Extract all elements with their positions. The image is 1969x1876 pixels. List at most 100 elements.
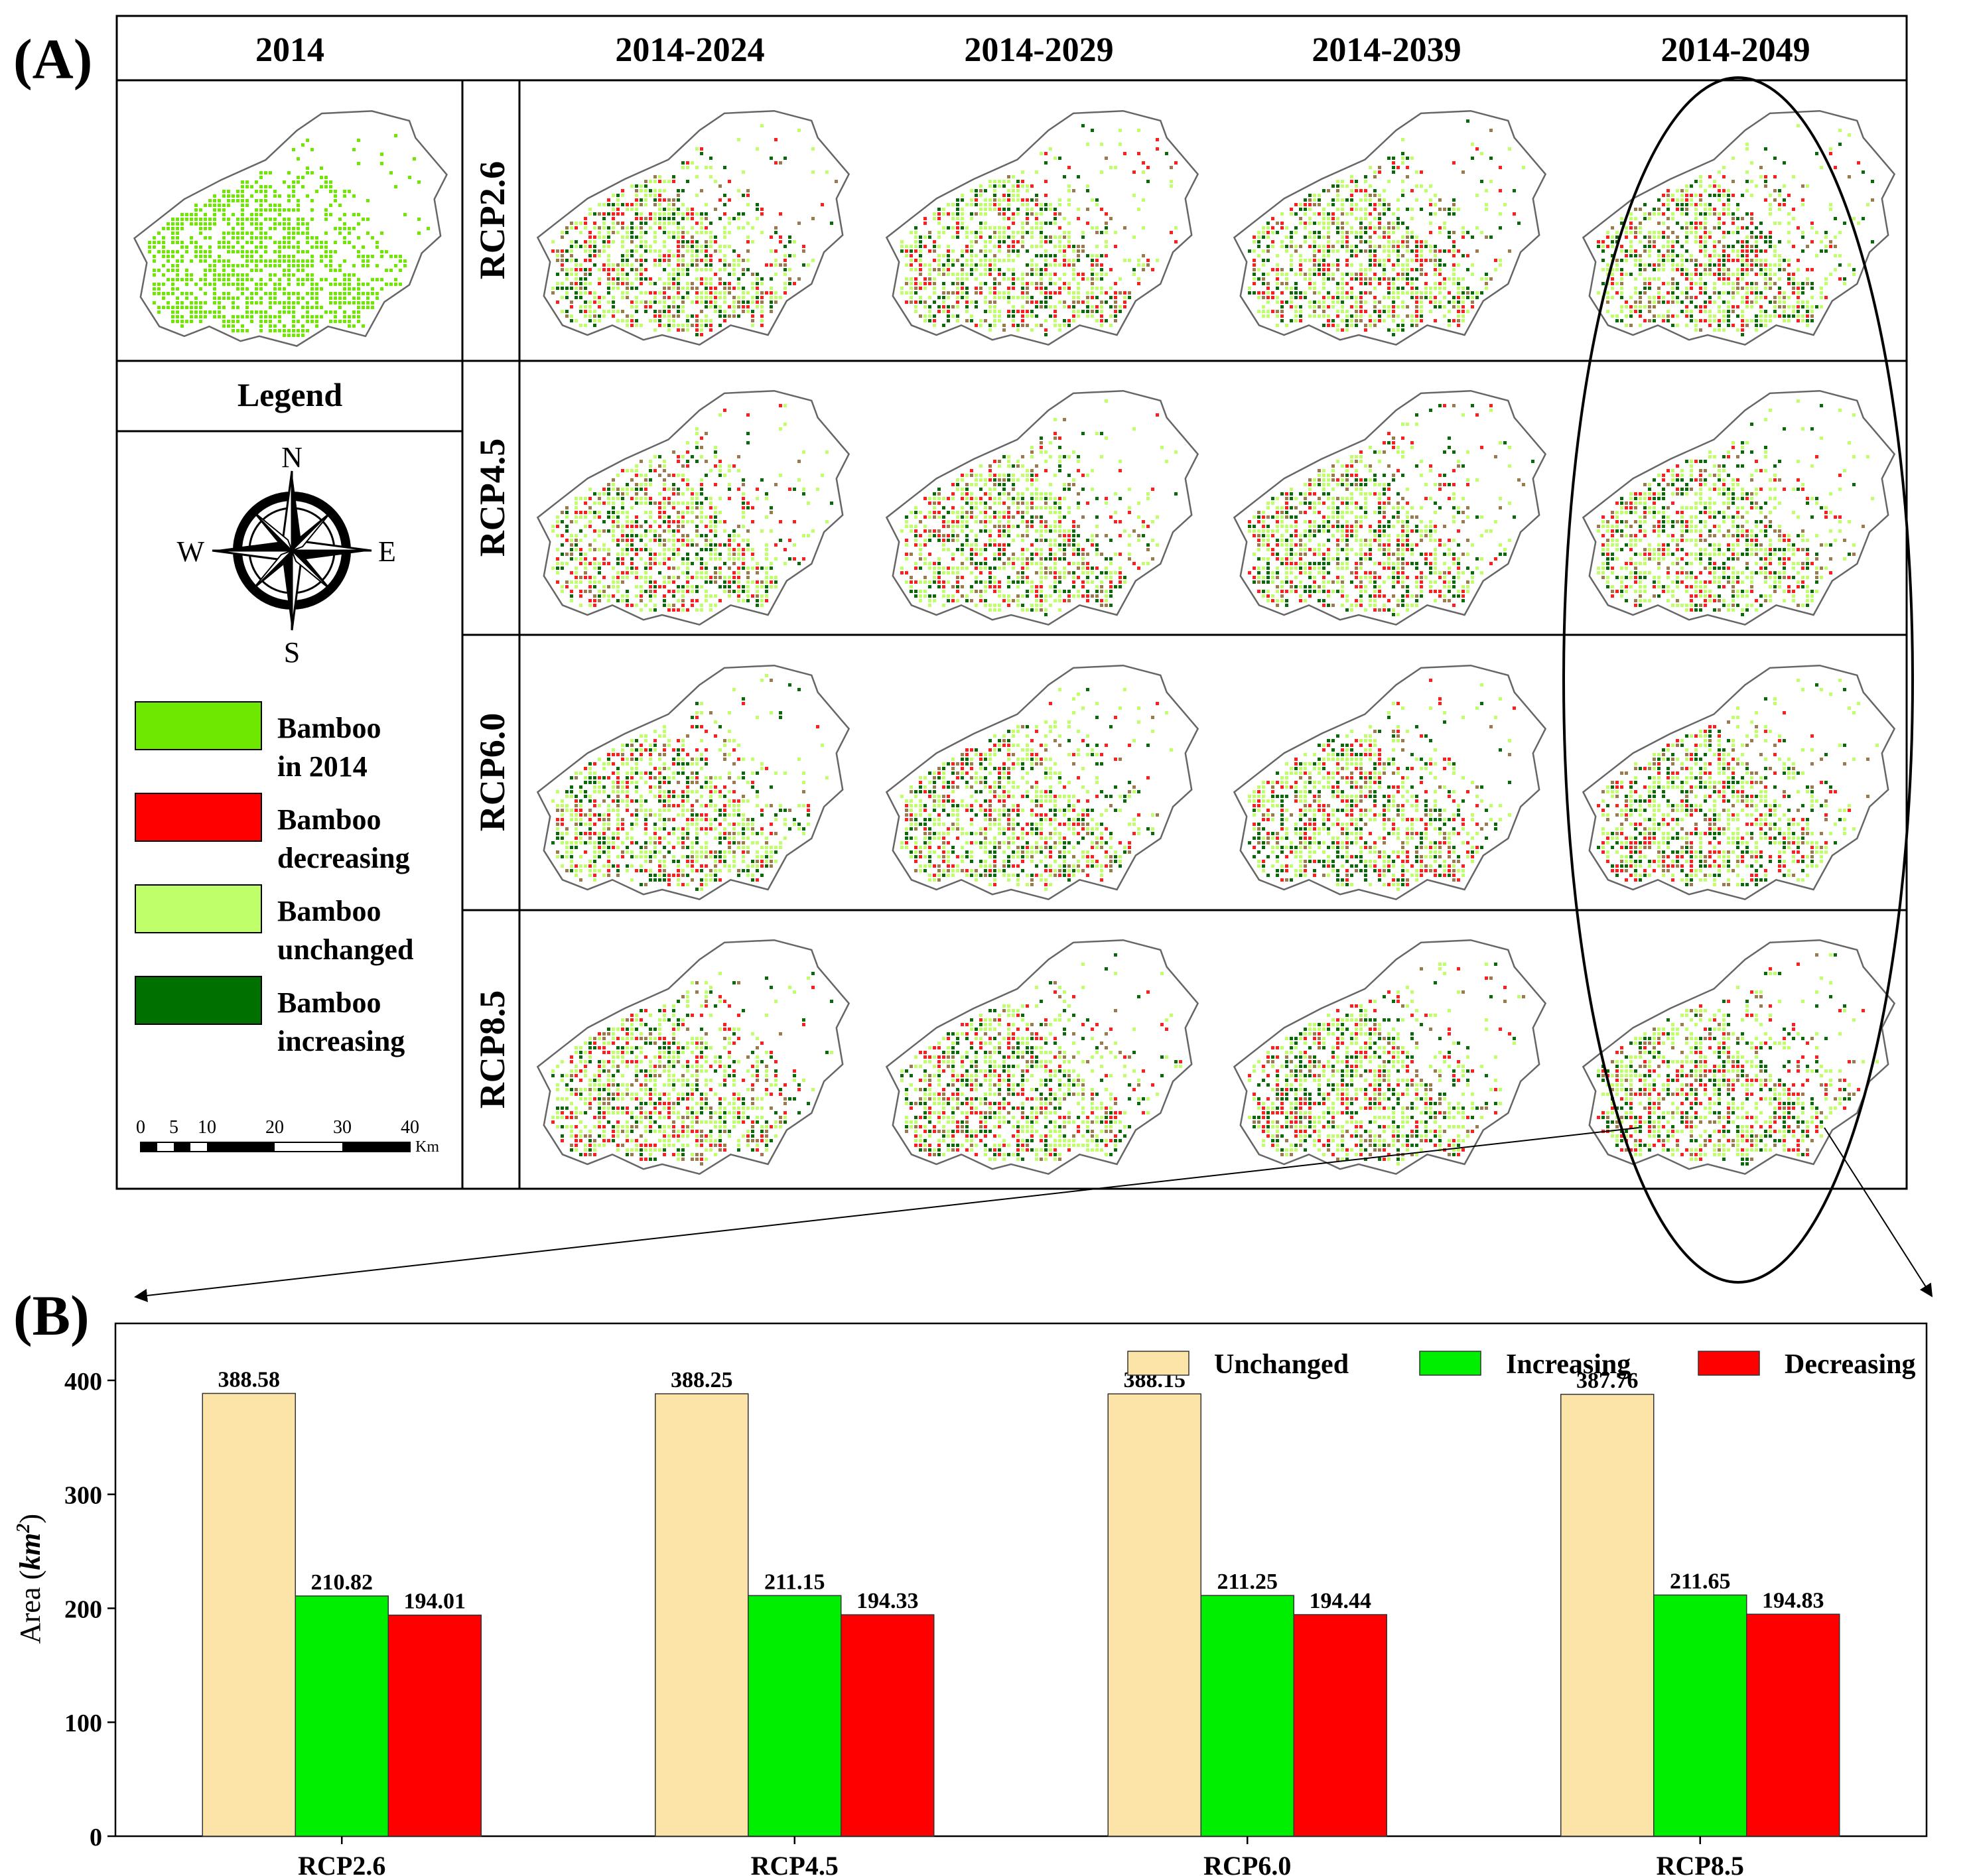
map-landcover-dark <box>1597 953 1851 1166</box>
legend-swatch <box>1419 1351 1481 1376</box>
header-period: 2014-2029 <box>964 31 1113 69</box>
legend-swatch <box>135 701 262 750</box>
compass-east: E <box>378 535 396 568</box>
legend-item-line2: in 2014 <box>277 750 368 783</box>
legend-item-line1: Bamboo <box>277 803 381 836</box>
map-projection <box>1233 939 1547 1175</box>
bar-value-label: 194.33 <box>856 1589 919 1613</box>
scenario-label: RCP4.5 <box>472 438 512 557</box>
legend-swatch <box>135 793 262 842</box>
legend-swatch <box>1698 1351 1760 1376</box>
bar-unchanged <box>1107 1393 1201 1837</box>
scenario-label: RCP6.0 <box>472 713 512 831</box>
map-projection <box>1582 109 1896 346</box>
map-projection <box>885 389 1199 626</box>
map-projection <box>1582 664 1896 901</box>
x-tick-label: RCP8.5 <box>1657 1851 1744 1876</box>
y-tick-label: 300 <box>64 1482 102 1510</box>
map-landcover-brown <box>905 981 1140 1161</box>
legend-item-line2: unchanged <box>277 933 413 966</box>
bars-layer: 388.58210.82194.01388.25211.15194.33388.… <box>202 1368 1840 1837</box>
map-projection <box>885 109 1199 346</box>
y-tick-label: 0 <box>90 1824 102 1851</box>
scale-tick-label: 30 <box>333 1117 352 1138</box>
panel-a-label: (A) <box>13 27 92 91</box>
map-landcover-light <box>1248 409 1511 616</box>
map-projection <box>1233 389 1547 626</box>
compass-west: W <box>176 535 204 568</box>
map-projection <box>536 664 850 901</box>
legend-item: Bamboo unchanged <box>135 884 413 966</box>
map-projection <box>536 109 850 346</box>
highlight-ellipse <box>1562 76 1914 1284</box>
map-landcover-dark <box>551 683 810 891</box>
legend-item-line2: decreasing <box>277 842 410 874</box>
bar-increasing <box>295 1595 389 1837</box>
map-projection <box>1582 939 1896 1175</box>
plot-frame <box>114 1322 1928 1838</box>
bar-value-label: 387.76 <box>1576 1369 1639 1393</box>
map-landcover-red <box>1597 711 1851 882</box>
map-outline <box>536 939 850 1175</box>
legend-item: Bamboo increasing <box>135 976 405 1057</box>
legend-title: Legend <box>238 376 343 413</box>
header-base-year: 2014 <box>255 31 324 69</box>
bar-increasing <box>1200 1595 1294 1837</box>
legend-label: Unchanged <box>1214 1349 1349 1380</box>
map-projection <box>536 389 850 626</box>
y-tick-label: 200 <box>64 1595 102 1623</box>
bar-unchanged <box>1560 1394 1655 1837</box>
scale-tick-label: 20 <box>265 1117 284 1138</box>
map-landcover-brown <box>905 716 1159 886</box>
map-landcover-brown <box>910 418 1154 612</box>
y-tick-label: 400 <box>64 1368 102 1396</box>
x-tick-label: RCP4.5 <box>751 1851 839 1876</box>
legend-item-line2: increasing <box>277 1025 405 1057</box>
bar-value-label: 194.44 <box>1310 1589 1372 1613</box>
y-tick-label: 100 <box>64 1709 102 1737</box>
map-outline <box>1233 389 1547 626</box>
bar-value-label: 211.65 <box>1670 1569 1731 1593</box>
y-axis: 0 100 200 300 400 <box>64 1368 115 1851</box>
x-tick-label: RCP6.0 <box>1203 1851 1291 1876</box>
scale-tick-label: 5 <box>169 1117 178 1138</box>
map-landcover-red <box>556 404 805 612</box>
legend-label: Increasing <box>1506 1349 1631 1380</box>
map-landcover-light <box>551 972 833 1161</box>
bar-increasing <box>748 1595 842 1837</box>
bar-value-label: 388.58 <box>218 1368 281 1392</box>
map-outline <box>885 664 1199 901</box>
compass-north: N <box>281 441 303 474</box>
map-landcover-dark <box>905 688 1154 882</box>
legend-item-line1: Bamboo <box>277 986 381 1019</box>
bar-decreasing <box>1746 1613 1840 1837</box>
maps-layer <box>133 109 1896 1175</box>
scale-bar: 0 5 10 20 30 40 Km <box>136 1117 439 1156</box>
map-outline <box>885 939 1199 1175</box>
bar-value-label: 194.01 <box>404 1589 466 1614</box>
scale-tick-label: 10 <box>198 1117 216 1138</box>
legend-item: Bamboo in 2014 <box>135 701 381 783</box>
map-projection <box>885 939 1199 1175</box>
bar-value-label: 210.82 <box>311 1570 373 1595</box>
compass-rose-icon: N E S W <box>176 441 395 669</box>
scale-tick-label: 0 <box>136 1117 145 1138</box>
legend-item-line1: Bamboo <box>277 712 381 744</box>
map-landcover-dark <box>1253 963 1516 1161</box>
header-period: 2014-2049 <box>1661 31 1810 69</box>
map-landcover-dark <box>1597 683 1846 886</box>
map-landcover-dark <box>1248 404 1534 616</box>
legend-swatch <box>135 976 262 1025</box>
panel-b-bar-chart: (B) Area (km2) 0 100 200 300 400 388.58 210.8… <box>13 1284 1928 1876</box>
scenario-label: RCP2.6 <box>472 161 512 279</box>
callout-arrow <box>134 1127 1639 1302</box>
bar-unchanged <box>202 1392 296 1837</box>
map-landcover-brown <box>1601 953 1856 1161</box>
legend-item-line1: Bamboo <box>277 895 381 927</box>
map-landcover-red <box>551 138 824 336</box>
map-landcover-red <box>551 986 815 1161</box>
bar-decreasing <box>1293 1614 1387 1837</box>
x-axis: RCP2.6 RCP4.5 RCP6.0 RCP8.5 <box>298 1836 1744 1876</box>
map-2014 <box>133 110 448 347</box>
